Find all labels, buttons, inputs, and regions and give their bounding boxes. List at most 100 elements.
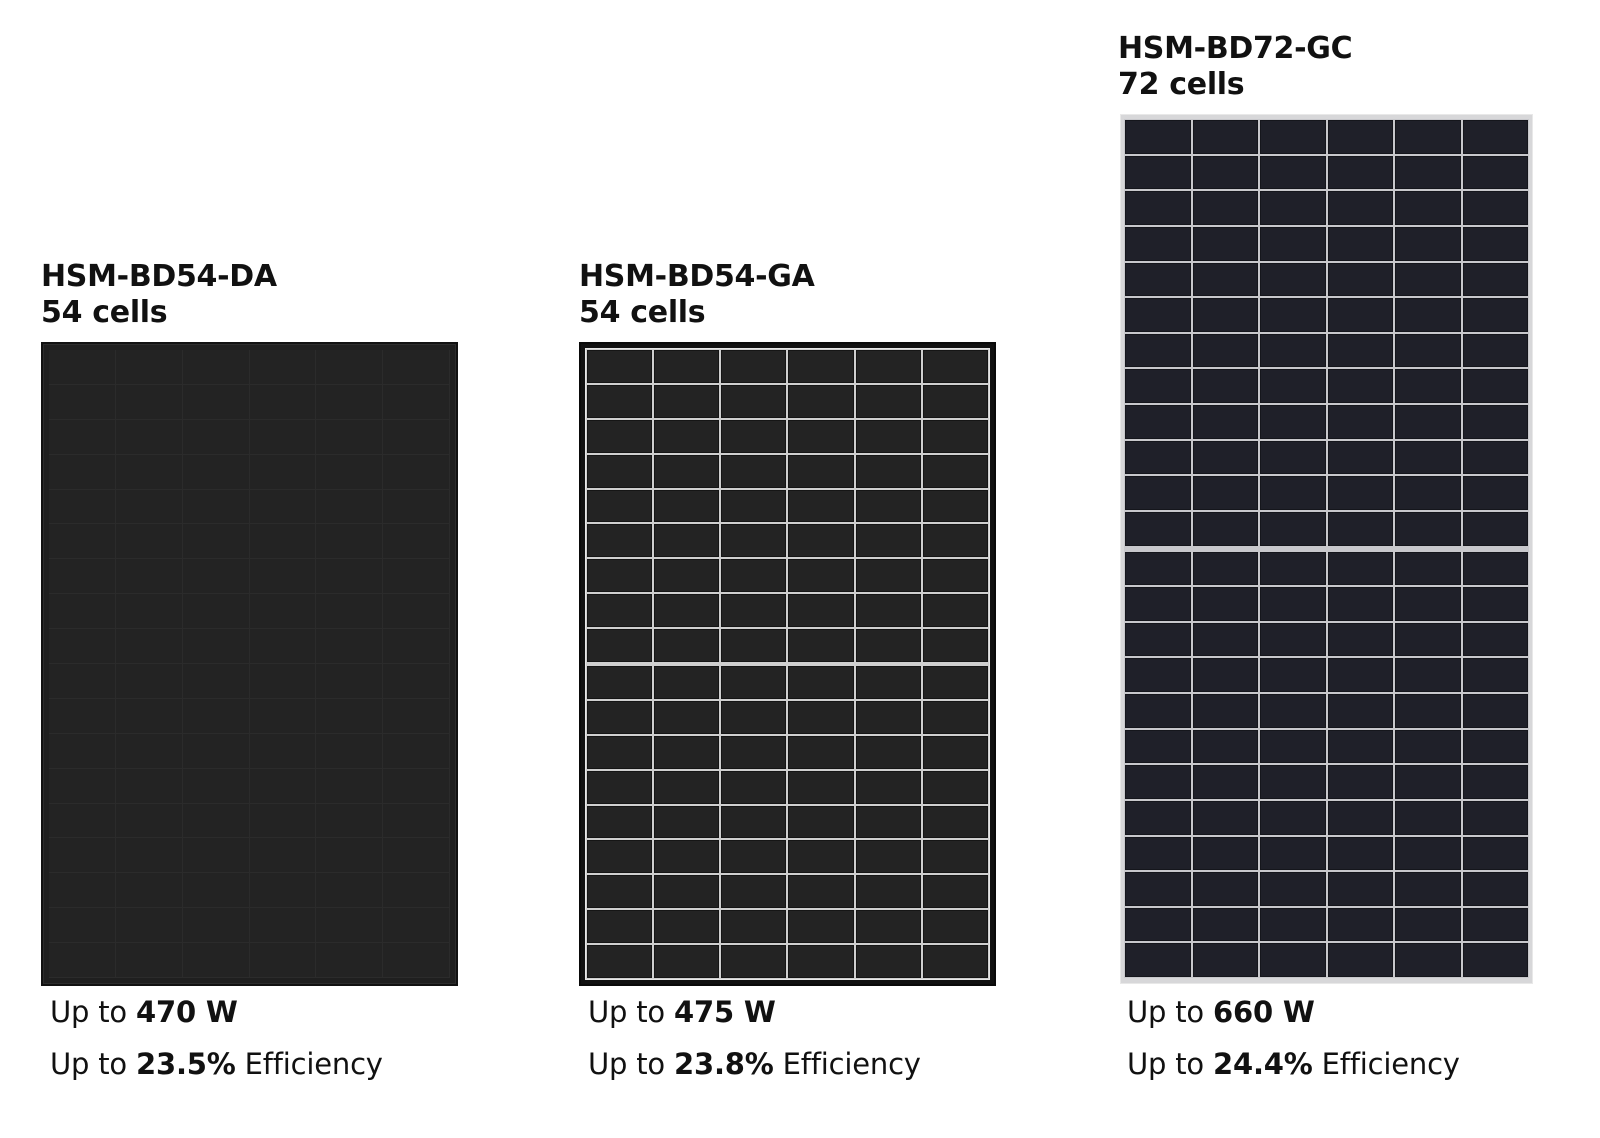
solar-cell: [721, 489, 787, 523]
solar-cell: [1192, 476, 1258, 510]
solar-cell: [1125, 476, 1191, 510]
solar-cell: [115, 698, 183, 734]
solar-cell: [587, 840, 653, 874]
solar-cell: [587, 594, 653, 628]
solar-cell: [115, 803, 183, 839]
power-value: 475 W: [674, 995, 776, 1029]
solar-cell: [855, 419, 921, 453]
solar-cell: [383, 873, 450, 909]
cell-count: 72 cells: [1118, 67, 1245, 102]
solar-cell: [654, 489, 720, 523]
solar-cell: [182, 908, 250, 944]
solar-cell: [1462, 765, 1528, 799]
solar-cell: [1125, 511, 1191, 546]
efficiency-prefix: Up to: [1127, 1047, 1204, 1081]
power-prefix: Up to: [1127, 995, 1204, 1029]
solar-cell: [788, 524, 854, 558]
solar-cell: [1462, 622, 1528, 657]
panel-upper-section: [1124, 119, 1529, 547]
solar-cell: [249, 524, 317, 560]
solar-cell: [1260, 226, 1326, 261]
solar-cell: [1125, 872, 1191, 906]
solar-cell: [1192, 511, 1258, 546]
solar-cell: [49, 524, 116, 560]
solar-cell: [316, 838, 384, 874]
solar-cell: [249, 594, 317, 630]
solar-cell: [1260, 511, 1326, 546]
solar-cell: [587, 735, 653, 769]
power-prefix: Up to: [588, 995, 665, 1029]
solar-cell: [316, 664, 384, 699]
solar-cell: [383, 838, 450, 874]
solar-cell: [587, 805, 653, 839]
solar-cell: [1327, 872, 1393, 906]
solar-cell: [1462, 729, 1528, 764]
power-value: 660 W: [1213, 995, 1315, 1029]
solar-cell: [1192, 155, 1258, 190]
solar-cell: [249, 733, 317, 769]
solar-cell: [1192, 658, 1258, 692]
solar-cell: [383, 454, 450, 490]
efficiency-suffix: Efficiency: [1321, 1047, 1460, 1081]
solar-cell: [1462, 298, 1528, 332]
solar-cell: [1260, 120, 1326, 154]
solar-cell: [721, 629, 787, 662]
solar-cell: [1395, 694, 1461, 728]
solar-cell: [721, 454, 787, 488]
solar-cell: [1260, 369, 1326, 403]
solar-cell: [49, 350, 116, 385]
solar-cell: [1125, 694, 1191, 728]
solar-cell: [922, 945, 988, 978]
solar-cell: [1125, 943, 1191, 977]
solar-cell: [587, 700, 653, 734]
solar-cell: [1125, 298, 1191, 332]
solar-cell: [1260, 476, 1326, 510]
solar-cell: [1260, 872, 1326, 906]
panel-frame: [1124, 119, 1529, 978]
solar-cell: [1327, 836, 1393, 871]
solar-cell: [182, 664, 250, 699]
solar-cell: [1327, 155, 1393, 190]
solar-cell: [654, 629, 720, 662]
solar-cell: [1260, 907, 1326, 942]
solar-cell: [182, 559, 250, 595]
solar-cell: [1395, 191, 1461, 225]
panel-frame: [585, 348, 990, 980]
solar-cell: [654, 805, 720, 839]
solar-cell: [1125, 155, 1191, 190]
solar-cell: [49, 873, 116, 909]
solar-cell: [1327, 226, 1393, 261]
solar-cell: [1125, 369, 1191, 403]
solar-cell: [1462, 226, 1528, 261]
solar-cell: [1327, 405, 1393, 439]
efficiency-value: 24.4%: [1213, 1047, 1313, 1081]
solar-cell: [1327, 729, 1393, 764]
solar-cell: [1462, 943, 1528, 977]
solar-cell: [1462, 369, 1528, 403]
solar-cell: [1327, 369, 1393, 403]
solar-cell: [1260, 765, 1326, 799]
cell-grid: [587, 350, 988, 662]
solar-cell: [1125, 836, 1191, 871]
solar-cell: [316, 454, 384, 490]
solar-cell: [1260, 440, 1326, 475]
solar-cell: [1395, 298, 1461, 332]
solar-cell: [115, 943, 183, 978]
solar-cell: [788, 489, 854, 523]
solar-cell: [383, 803, 450, 839]
solar-cell: [383, 384, 450, 420]
solar-cell: [1462, 191, 1528, 225]
solar-cell: [587, 350, 653, 383]
solar-cell: [182, 698, 250, 734]
solar-cell: [788, 384, 854, 418]
solar-cell: [1260, 551, 1326, 586]
solar-cell: [788, 350, 854, 383]
solar-cell: [182, 384, 250, 420]
solar-cell: [654, 840, 720, 874]
solar-cell: [49, 489, 116, 525]
solar-cell: [1260, 658, 1326, 692]
efficiency-spec: Up to 24.4% Efficiency: [1127, 1047, 1460, 1081]
solar-cell: [587, 666, 653, 699]
cell-grid: [1125, 120, 1528, 546]
solar-cell: [1260, 800, 1326, 835]
